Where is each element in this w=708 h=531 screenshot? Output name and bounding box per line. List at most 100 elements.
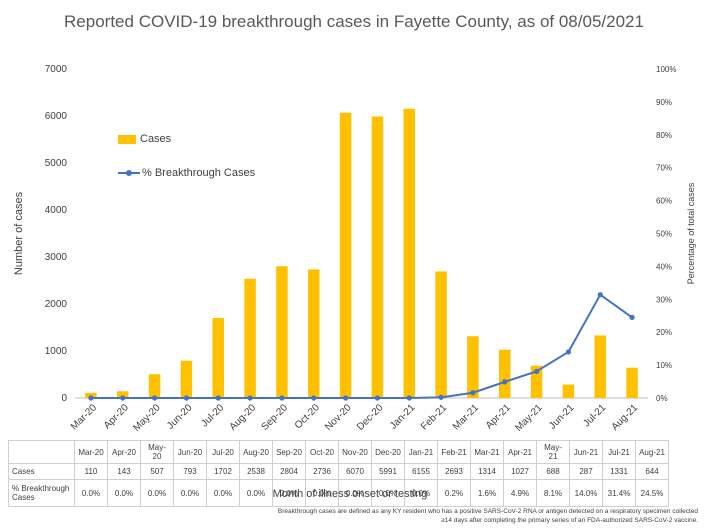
data-table-cases-value: 507 — [140, 463, 174, 480]
data-table-month: Dec-20 — [371, 440, 405, 464]
data-table-pct-value: 4.9% — [503, 479, 537, 507]
bar-may-21 — [530, 365, 543, 398]
data-table-cases-value: 287 — [569, 463, 603, 480]
x-tick-label: Feb-21 — [419, 402, 449, 432]
data-table-cases-value: 2538 — [239, 463, 273, 480]
data-table-pct-label: % Breakthrough Cases — [8, 479, 75, 507]
chart-title: Reported COVID-19 breakthrough cases in … — [64, 12, 644, 31]
x-tick-label: Jun-21 — [547, 402, 577, 432]
x-tick-label: Apr-21 — [484, 402, 513, 431]
x-tick-label: Mar-20 — [69, 402, 99, 432]
pct-point-sep-20 — [279, 395, 285, 401]
data-table-header-row: Mar-20 Apr-20 May- 20 Jun-20 Jul-20 Aug-20 Sep… — [8, 440, 669, 464]
data-table-cases-value: 5991 — [371, 463, 405, 480]
data-table-cases-value: 2804 — [272, 463, 306, 480]
bar-feb-21 — [435, 271, 447, 398]
data-table-pct-value: 0.0% — [404, 479, 438, 507]
y-tick-label: 4000 — [45, 205, 68, 216]
data-table-cases-value: 793 — [173, 463, 207, 480]
bar-aug-21 — [626, 367, 638, 398]
bar-apr-20 — [117, 391, 129, 398]
x-tick-label: Oct-20 — [293, 402, 322, 431]
data-table-pct-value: 8.1% — [536, 479, 570, 507]
x-tick-label: May-20 — [131, 402, 163, 434]
data-table-cases-value: 110 — [74, 463, 108, 480]
x-tick-label: Apr-20 — [102, 402, 131, 431]
pct-point-aug-20 — [247, 395, 253, 401]
y-tick-label: 3000 — [45, 252, 68, 263]
y2-tick-label: 50% — [656, 230, 672, 239]
data-table-month: Feb-21 — [437, 440, 471, 464]
y2-tick-label: 20% — [656, 328, 672, 337]
data-table-month: May- 20 — [140, 440, 174, 464]
data-table-pct-value: 0.0% — [107, 479, 141, 507]
data-table-pct-value: 0.0% — [206, 479, 240, 507]
x-tick-label: Jan-21 — [388, 402, 418, 432]
x-tick-label: May-21 — [513, 402, 545, 434]
y2-tick-label: 30% — [656, 295, 672, 304]
legend-pct-label: % Breakthrough Cases — [142, 167, 256, 179]
y2-tick-label: 80% — [656, 131, 672, 140]
data-table-month: Aug-21 — [635, 440, 669, 464]
data-table-cases-value: 1331 — [602, 463, 636, 480]
pct-point-mar-21 — [470, 390, 476, 396]
pct-point-dec-20 — [374, 395, 381, 401]
legend-pct-swatch — [118, 168, 140, 178]
bar-dec-20 — [371, 116, 384, 398]
pct-point-jul-21 — [597, 292, 603, 298]
pct-point-aug-21 — [629, 314, 635, 320]
y2-axis-title: Percentage of total cases — [686, 182, 696, 284]
bar-jan-21 — [403, 108, 415, 398]
pct-point-may-21 — [533, 368, 540, 374]
bar-may-20 — [148, 374, 161, 398]
pct-point-may-20 — [151, 395, 158, 401]
data-table-month: May- 21 — [536, 440, 570, 464]
bar-apr-21 — [499, 349, 511, 398]
x-tick-label: Jul-20 — [199, 402, 226, 429]
y-tick-label: 5000 — [45, 158, 68, 169]
legend-pct: % Breakthrough Cases — [118, 167, 255, 179]
pct-point-feb-21 — [438, 394, 444, 400]
data-table: Mar-20 Apr-20 May- 20 Jun-20 Jul-20 Aug-20 Sep… — [8, 440, 669, 507]
data-table-cases-value: 6155 — [404, 463, 438, 480]
bar-sep-20 — [276, 266, 288, 398]
data-table-cases-value: 6070 — [338, 463, 372, 480]
data-table-cases-value: 688 — [536, 463, 570, 480]
bar-oct-20 — [308, 269, 320, 398]
y2-tick-label: 0% — [656, 394, 668, 403]
data-table-cases-row: Cases 110 143 507 793 1702 2538 2804 2736 6070 59… — [8, 463, 669, 480]
legend-cases-swatch — [118, 134, 136, 144]
data-table-corner — [8, 440, 75, 464]
data-table-pct-value: 0.0% — [173, 479, 207, 507]
data-table-cases-value: 143 — [107, 463, 141, 480]
y2-tick-label: 10% — [656, 361, 672, 370]
data-table-pct-value: 14.0% — [569, 479, 603, 507]
pct-point-mar-20 — [88, 395, 94, 401]
footnote: Breakthrough cases are defined as any KY… — [277, 508, 698, 524]
data-table-cases-value: 1314 — [470, 463, 504, 480]
data-table-month: Jul-21 — [602, 440, 636, 464]
y-tick-label: 7000 — [45, 64, 68, 75]
bar-jun-21 — [562, 384, 575, 398]
data-table-pct-value: 0.0% — [239, 479, 273, 507]
y2-tick-label: 70% — [656, 164, 672, 173]
data-table-cases-value: 1027 — [503, 463, 537, 480]
y-axis-title: Number of cases — [13, 191, 25, 275]
data-table-cases-value: 1702 — [206, 463, 240, 480]
x-tick-label: Nov-20 — [323, 402, 354, 433]
data-table-month: Sep-20 — [272, 440, 306, 464]
legend-cases-label: Cases — [140, 133, 172, 145]
bar-mar-21 — [467, 336, 479, 398]
y-tick-label: 6000 — [45, 111, 68, 122]
y2-tick-label: 90% — [656, 98, 672, 107]
data-table-pct-value: 31.4% — [602, 479, 636, 507]
data-table-month: Apr-21 — [503, 440, 537, 464]
data-table-month: Nov-20 — [338, 440, 372, 464]
bar-jul-21 — [594, 335, 606, 398]
data-table-pct-value: 24.5% — [635, 479, 669, 507]
y-tick-label: 2000 — [45, 299, 68, 310]
x-tick-label: Dec-20 — [355, 402, 386, 433]
x-tick-label: Aug-20 — [228, 402, 259, 433]
bar-aug-20 — [244, 278, 256, 398]
